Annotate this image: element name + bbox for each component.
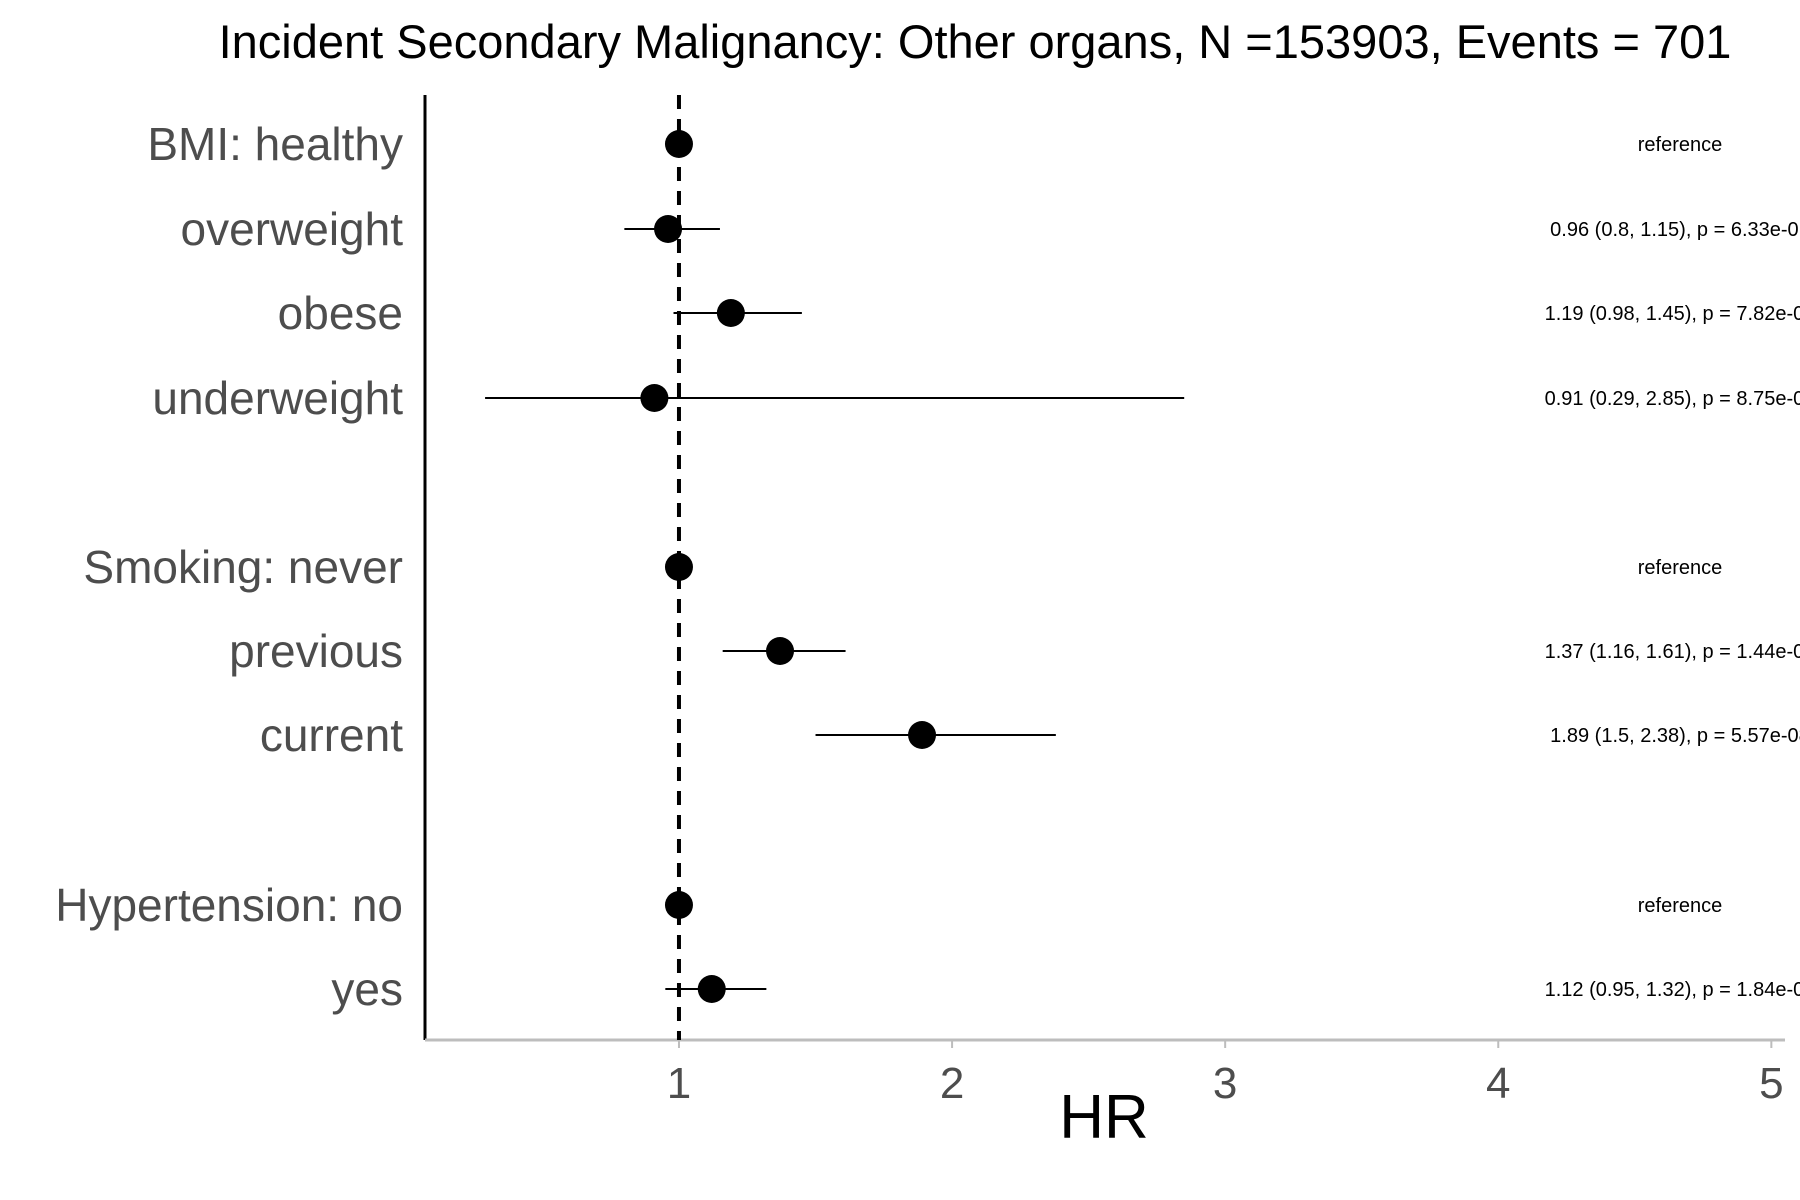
hr-annotation: reference <box>1638 895 1723 917</box>
hr-point <box>697 975 726 1003</box>
row-label: current <box>260 709 403 761</box>
hr-point <box>664 130 693 158</box>
row-label: overweight <box>181 203 404 255</box>
hr-annotation: 1.37 (1.16, 1.61), p = 1.44e-04 <box>1545 641 1800 663</box>
chart-title: Incident Secondary Malignancy: Other org… <box>219 15 1732 68</box>
hr-point <box>908 721 937 749</box>
x-tick-label: 4 <box>1486 1059 1510 1108</box>
hr-annotation: 0.91 (0.29, 2.85), p = 8.75e-01 <box>1545 388 1800 410</box>
hr-point <box>664 891 693 919</box>
hr-point <box>640 384 669 412</box>
hr-point <box>654 215 683 243</box>
row-label: previous <box>229 625 403 677</box>
hr-annotation: 1.12 (0.95, 1.32), p = 1.84e-01 <box>1545 979 1800 1001</box>
row-label: Hypertension: no <box>55 879 403 931</box>
x-tick-label: 2 <box>940 1059 964 1108</box>
row-label: yes <box>331 963 403 1015</box>
hr-annotation: 0.96 (0.8, 1.15), p = 6.33e-01 <box>1550 219 1800 241</box>
plot-area: 1 2 3 4 5 BMI: healthy reference overweight 0.96… <box>55 95 1800 1108</box>
row-label: BMI: healthy <box>147 118 403 170</box>
x-tick-label: 5 <box>1759 1059 1783 1108</box>
x-tick-label: 3 <box>1213 1059 1237 1108</box>
hr-annotation: 1.89 (1.5, 2.38), p = 5.57e-08 <box>1550 725 1800 747</box>
hr-point <box>766 637 795 665</box>
row-label: obese <box>278 287 403 339</box>
row-label: Smoking: never <box>83 541 403 593</box>
hr-point <box>716 299 745 327</box>
hr-annotation: 1.19 (0.98, 1.45), p = 7.82e-02 <box>1545 303 1800 325</box>
hr-annotation: reference <box>1638 557 1723 579</box>
row-label: underweight <box>152 372 403 424</box>
x-tick-label: 1 <box>667 1059 691 1108</box>
x-axis-title: HR <box>1059 1083 1149 1152</box>
hr-annotation: reference <box>1638 134 1723 156</box>
hr-point <box>664 553 693 581</box>
